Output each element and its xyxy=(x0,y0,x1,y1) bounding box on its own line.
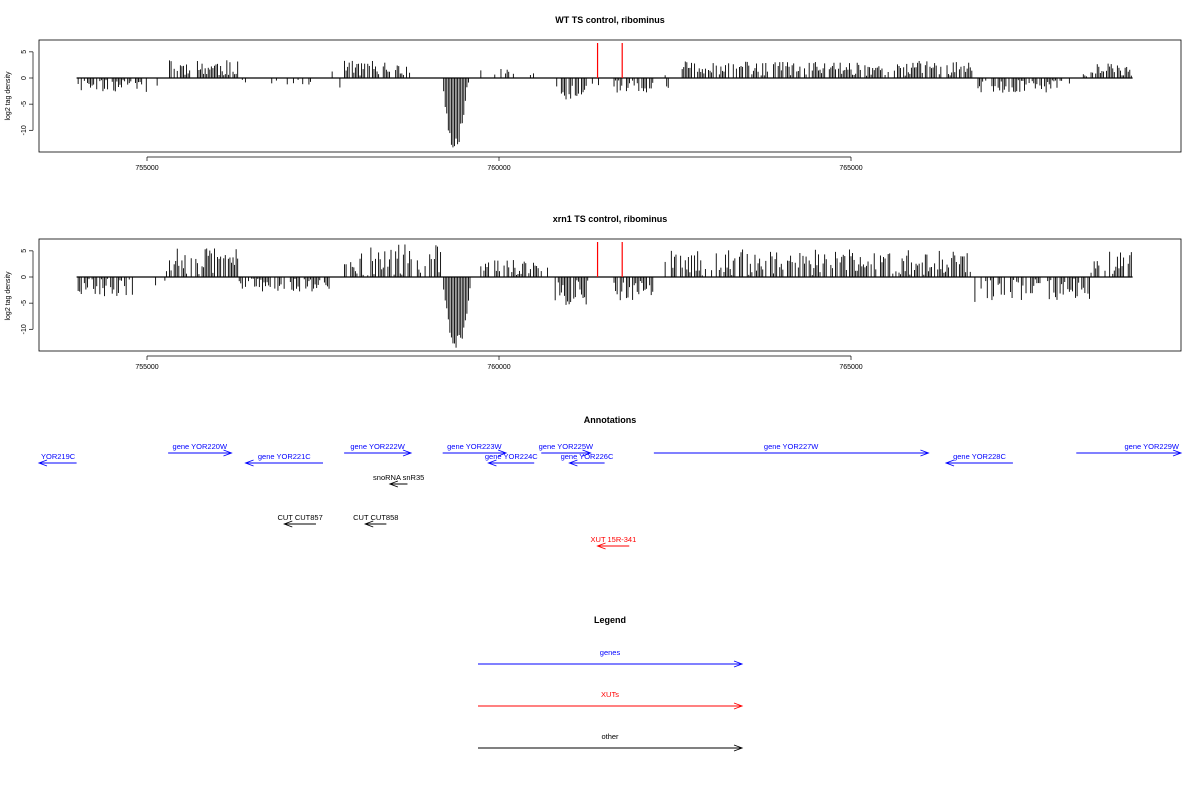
feature-arrowhead xyxy=(487,459,497,467)
feature-gene-yor227w: gene YOR227W xyxy=(653,442,930,457)
legend-items: genes XUTs other xyxy=(478,648,744,752)
feature-snorna-snr35: snoRNA snR35 xyxy=(373,473,424,488)
feature-label: gene YOR220W xyxy=(173,442,228,451)
feature-label: gene YOR229W xyxy=(1125,442,1180,451)
y-tick-label: -5 xyxy=(21,101,28,107)
y-tick-label: -10 xyxy=(21,324,28,334)
feature-label: YOR219C xyxy=(41,452,76,461)
feature-label: gene YOR228C xyxy=(953,452,1006,461)
feature-arrowhead xyxy=(920,449,930,457)
feature-yor219c: YOR219C xyxy=(37,452,77,467)
feature-arrowhead xyxy=(223,449,233,457)
feature-label: gene YOR225W xyxy=(539,442,594,451)
feature-gene-yor226c: gene YOR226C xyxy=(561,452,614,467)
feature-label: snoRNA snR35 xyxy=(373,473,424,482)
legend-panel: Legend genes XUTs other xyxy=(478,615,744,752)
feature-gene-yor220w: gene YOR220W xyxy=(168,442,233,457)
x-tick-label: 755000 xyxy=(135,364,158,371)
feature-label: gene YOR226C xyxy=(561,452,614,461)
annotation-features: YOR219C gene YOR220W gene YOR221C gene YOR2… xyxy=(37,442,1183,550)
feature-cut-cut858: CUT CUT858 xyxy=(353,513,398,528)
xrn1-track-xaxis: 755000 760000 765000 xyxy=(135,355,863,371)
legend-arrowhead xyxy=(733,660,744,668)
feature-gene-yor223w: gene YOR223W xyxy=(442,442,508,457)
xrn1-track-plot-frame xyxy=(38,238,1182,352)
y-tick-label: -10 xyxy=(21,125,28,135)
y-tick-label: 5 xyxy=(21,50,28,54)
feature-arrowhead xyxy=(944,459,955,467)
wt-track-xaxis: 755000 760000 765000 xyxy=(135,156,863,172)
feature-gene-yor224c: gene YOR224C xyxy=(485,452,538,467)
wt-track-markers xyxy=(596,43,623,78)
xrn1-track-title: xrn1 TS control, ribominus xyxy=(553,214,668,224)
legend-item-xuts: XUTs xyxy=(478,690,744,710)
annotations-title: Annotations xyxy=(584,415,637,425)
wt-track-title: WT TS control, ribominus xyxy=(555,15,665,25)
feature-label: gene YOR227W xyxy=(764,442,819,451)
xrn1-track-bars xyxy=(76,244,1133,348)
feature-arrowhead xyxy=(582,449,592,457)
feature-label: CUT CUT857 xyxy=(277,513,322,522)
feature-arrowhead xyxy=(402,449,413,457)
feature-arrowhead xyxy=(596,542,606,550)
legend-arrowhead xyxy=(733,702,744,710)
feature-arrowhead xyxy=(282,520,293,528)
feature-arrowhead xyxy=(244,459,254,467)
feature-arrowhead xyxy=(568,459,578,467)
feature-arrowhead xyxy=(37,459,48,467)
y-tick-label: -5 xyxy=(21,300,28,306)
legend-label: XUTs xyxy=(601,690,619,699)
feature-label: gene YOR221C xyxy=(258,452,311,461)
feature-xut-15r-341: XUT 15R-341 xyxy=(591,535,637,550)
y-tick-label: 0 xyxy=(21,76,28,80)
x-tick-label: 765000 xyxy=(839,165,862,172)
feature-gene-yor222w: gene YOR222W xyxy=(344,442,413,457)
legend-title: Legend xyxy=(594,615,626,625)
legend-label: genes xyxy=(600,648,621,657)
feature-gene-yor221c: gene YOR221C xyxy=(244,452,323,467)
legend-label: other xyxy=(601,732,619,741)
feature-gene-yor229w: gene YOR229W xyxy=(1076,442,1183,457)
wt-track-panel: WT TS control, ribominus log2 tag densit… xyxy=(5,15,1182,172)
feature-label: gene YOR224C xyxy=(485,452,538,461)
xrn1-track-yaxis: 5 0 -5 -10 xyxy=(21,249,34,334)
feature-label: gene YOR223W xyxy=(447,442,502,451)
legend-arrowhead xyxy=(733,744,744,752)
wt-track-ylabel: log2 tag density xyxy=(5,71,12,121)
feature-gene-yor228c: gene YOR228C xyxy=(944,452,1013,467)
wt-track-bars xyxy=(76,60,1133,148)
y-tick-label: 5 xyxy=(21,249,28,253)
feature-arrowhead xyxy=(363,520,374,528)
feature-arrowhead xyxy=(388,480,399,488)
feature-arrowhead xyxy=(497,449,508,457)
feature-label: CUT CUT858 xyxy=(353,513,398,522)
x-tick-label: 760000 xyxy=(487,364,510,371)
wt-track-yaxis: 5 0 -5 -10 xyxy=(21,50,34,135)
feature-gene-yor225w: gene YOR225W xyxy=(539,442,594,457)
xrn1-track-markers xyxy=(596,242,623,277)
annotations-panel: Annotations YOR219C gene YOR220W gene YOR2… xyxy=(37,415,1183,550)
xrn1-track-ylabel: log2 tag density xyxy=(5,271,12,321)
x-tick-label: 765000 xyxy=(839,364,862,371)
x-tick-label: 760000 xyxy=(487,165,510,172)
y-tick-label: 0 xyxy=(21,275,28,279)
legend-item-other: other xyxy=(478,732,744,752)
feature-arrowhead xyxy=(1172,449,1183,457)
feature-label: XUT 15R-341 xyxy=(591,535,637,544)
feature-cut-cut857: CUT CUT857 xyxy=(277,513,323,528)
xrn1-track-panel: xrn1 TS control, ribominus log2 tag dens… xyxy=(5,214,1182,371)
wt-track-plot-frame xyxy=(38,39,1182,153)
feature-label: gene YOR222W xyxy=(350,442,405,451)
x-tick-label: 755000 xyxy=(135,165,158,172)
legend-item-genes: genes xyxy=(478,648,744,668)
